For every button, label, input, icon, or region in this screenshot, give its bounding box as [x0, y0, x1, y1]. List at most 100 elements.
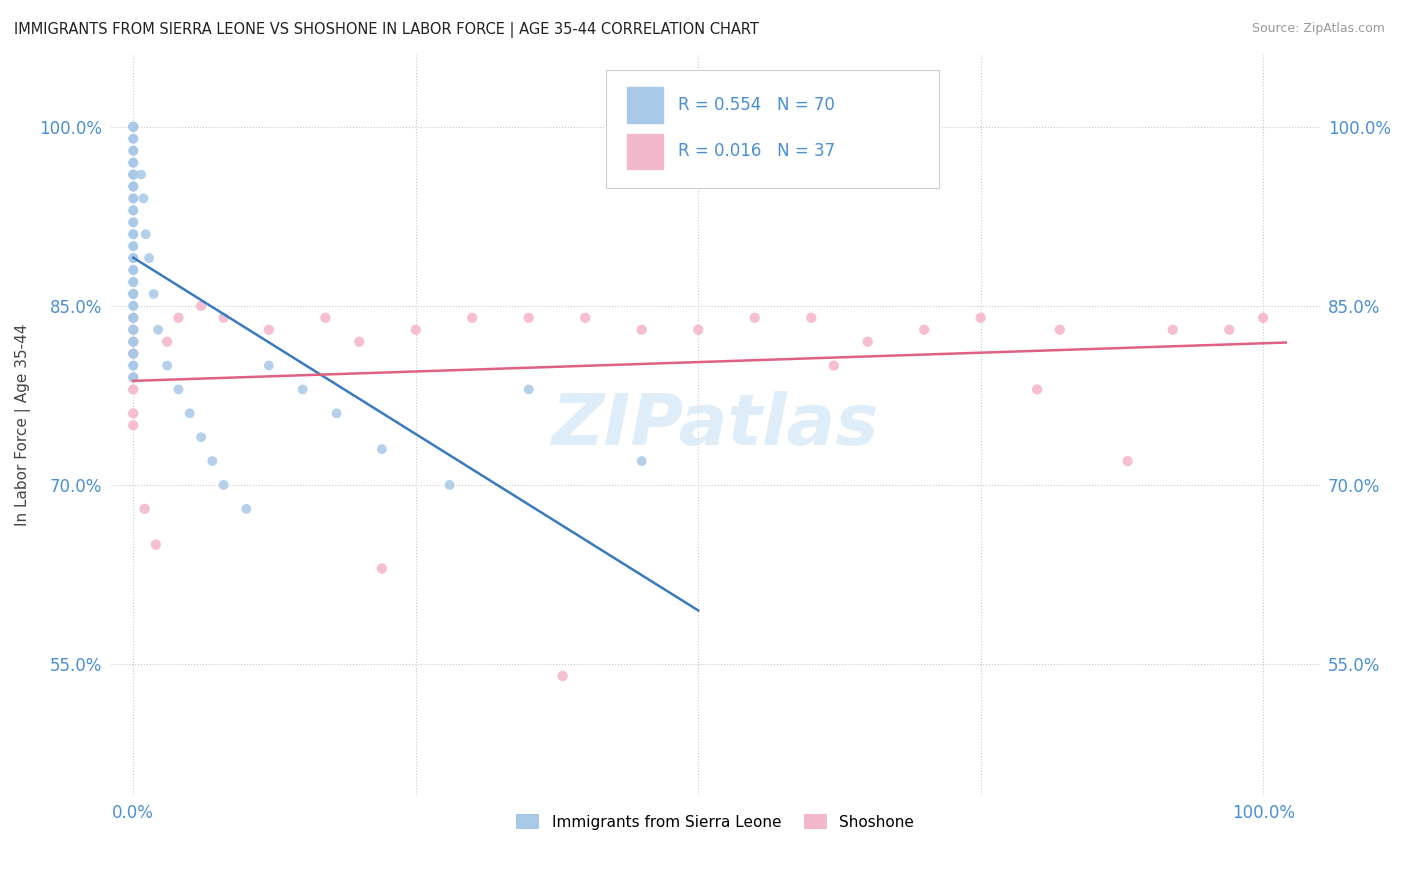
- Point: [122, 168, 145, 182]
- Point: [122, 287, 145, 301]
- Point: [122, 275, 145, 289]
- Point: [122, 334, 145, 349]
- Point: [257, 323, 280, 337]
- Point: [122, 359, 145, 373]
- Point: [212, 310, 235, 325]
- Point: [179, 406, 201, 420]
- Point: [122, 323, 145, 337]
- Point: [122, 120, 145, 134]
- Point: [122, 334, 145, 349]
- Point: [122, 155, 145, 169]
- Point: [1251, 310, 1274, 325]
- Point: [122, 370, 145, 384]
- Text: IMMIGRANTS FROM SIERRA LEONE VS SHOSHONE IN LABOR FORCE | AGE 35-44 CORRELATION : IMMIGRANTS FROM SIERRA LEONE VS SHOSHONE…: [14, 22, 759, 38]
- Text: ZIPatlas: ZIPatlas: [551, 391, 879, 459]
- Point: [167, 310, 190, 325]
- Point: [912, 323, 935, 337]
- Point: [122, 334, 145, 349]
- Point: [122, 203, 145, 218]
- Point: [257, 359, 280, 373]
- Point: [201, 454, 224, 468]
- Point: [1161, 323, 1184, 337]
- Point: [122, 263, 145, 277]
- Point: [122, 227, 145, 242]
- FancyBboxPatch shape: [606, 70, 939, 188]
- Point: [122, 370, 145, 384]
- Point: [122, 168, 145, 182]
- Point: [122, 418, 145, 433]
- Point: [134, 501, 156, 516]
- Point: [349, 334, 371, 349]
- Point: [856, 334, 879, 349]
- Legend: Immigrants from Sierra Leone, Shoshone: Immigrants from Sierra Leone, Shoshone: [510, 807, 920, 836]
- Point: [122, 155, 145, 169]
- Point: [129, 168, 152, 182]
- Point: [122, 215, 145, 229]
- Point: [122, 144, 145, 158]
- Point: [122, 299, 145, 313]
- Point: [122, 168, 145, 182]
- Point: [325, 406, 347, 420]
- Y-axis label: In Labor Force | Age 35-44: In Labor Force | Age 35-44: [15, 324, 31, 526]
- Point: [138, 251, 160, 265]
- Point: [122, 239, 145, 253]
- Point: [156, 334, 179, 349]
- Point: [122, 191, 145, 205]
- Point: [405, 323, 427, 337]
- Point: [688, 323, 710, 337]
- Point: [132, 191, 155, 205]
- Point: [122, 310, 145, 325]
- FancyBboxPatch shape: [627, 87, 664, 122]
- Point: [122, 323, 145, 337]
- Point: [122, 120, 145, 134]
- Point: [212, 478, 235, 492]
- Point: [1049, 323, 1071, 337]
- Point: [1116, 454, 1139, 468]
- Point: [122, 263, 145, 277]
- Text: Source: ZipAtlas.com: Source: ZipAtlas.com: [1251, 22, 1385, 36]
- Point: [122, 275, 145, 289]
- Point: [122, 251, 145, 265]
- Text: R = 0.016   N = 37: R = 0.016 N = 37: [678, 143, 835, 161]
- Point: [122, 179, 145, 194]
- Point: [122, 179, 145, 194]
- Point: [142, 287, 165, 301]
- FancyBboxPatch shape: [627, 134, 664, 169]
- Point: [744, 310, 766, 325]
- Point: [823, 359, 845, 373]
- Point: [122, 132, 145, 146]
- Point: [1218, 323, 1240, 337]
- Point: [122, 239, 145, 253]
- Point: [291, 383, 314, 397]
- Point: [630, 323, 652, 337]
- Point: [122, 310, 145, 325]
- Point: [630, 454, 652, 468]
- Point: [122, 287, 145, 301]
- Point: [314, 310, 336, 325]
- Point: [122, 406, 145, 420]
- Text: R = 0.554   N = 70: R = 0.554 N = 70: [678, 95, 835, 114]
- Point: [371, 442, 394, 457]
- Point: [122, 215, 145, 229]
- Point: [122, 120, 145, 134]
- Point: [122, 299, 145, 313]
- Point: [122, 383, 145, 397]
- Point: [461, 310, 484, 325]
- Point: [800, 310, 823, 325]
- Point: [156, 359, 179, 373]
- Point: [122, 346, 145, 360]
- Point: [146, 323, 169, 337]
- Point: [235, 501, 257, 516]
- Point: [122, 346, 145, 360]
- Point: [122, 359, 145, 373]
- Point: [122, 132, 145, 146]
- Point: [167, 383, 190, 397]
- Point: [190, 299, 212, 313]
- Point: [122, 203, 145, 218]
- Point: [122, 144, 145, 158]
- Point: [517, 383, 540, 397]
- Point: [122, 346, 145, 360]
- Point: [122, 227, 145, 242]
- Point: [1026, 383, 1049, 397]
- Point: [122, 370, 145, 384]
